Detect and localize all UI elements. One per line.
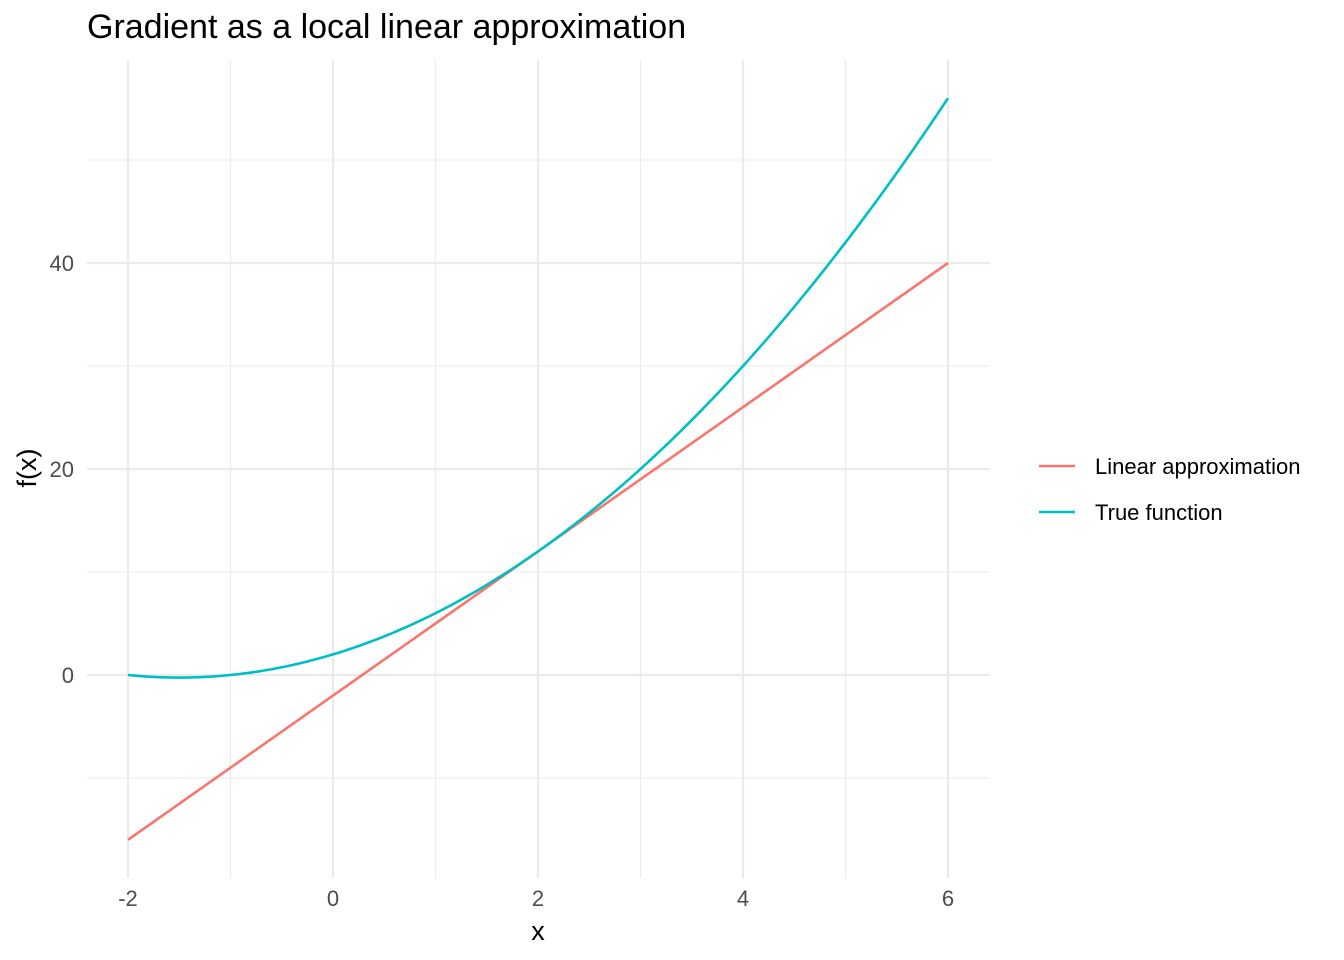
x-tick-label: 2 [532,886,544,911]
legend-label: True function [1095,500,1223,525]
legend: Linear approximation True function [1039,454,1300,525]
series-line-true-function [127,97,950,679]
x-tick-label: 0 [327,886,339,911]
y-tick-label: 0 [62,663,74,688]
y-axis-ticks: 0 20 40 [50,251,74,688]
x-tick-label: 6 [942,886,954,911]
y-tick-label: 20 [50,457,74,482]
x-tick-label: -2 [118,886,138,911]
y-axis-title: f(x) [12,449,42,488]
y-tick-label: 40 [50,251,74,276]
legend-item-true-function: True function [1039,500,1223,525]
series-layer [127,97,950,841]
x-axis-title: x [531,916,545,946]
x-axis-ticks: -2 0 2 4 6 [118,886,954,911]
legend-item-linear-approximation: Linear approximation [1039,454,1300,479]
chart-title: Gradient as a local linear approximation [87,8,686,46]
legend-label: Linear approximation [1095,454,1300,479]
x-tick-label: 4 [737,886,749,911]
grid [87,60,990,878]
